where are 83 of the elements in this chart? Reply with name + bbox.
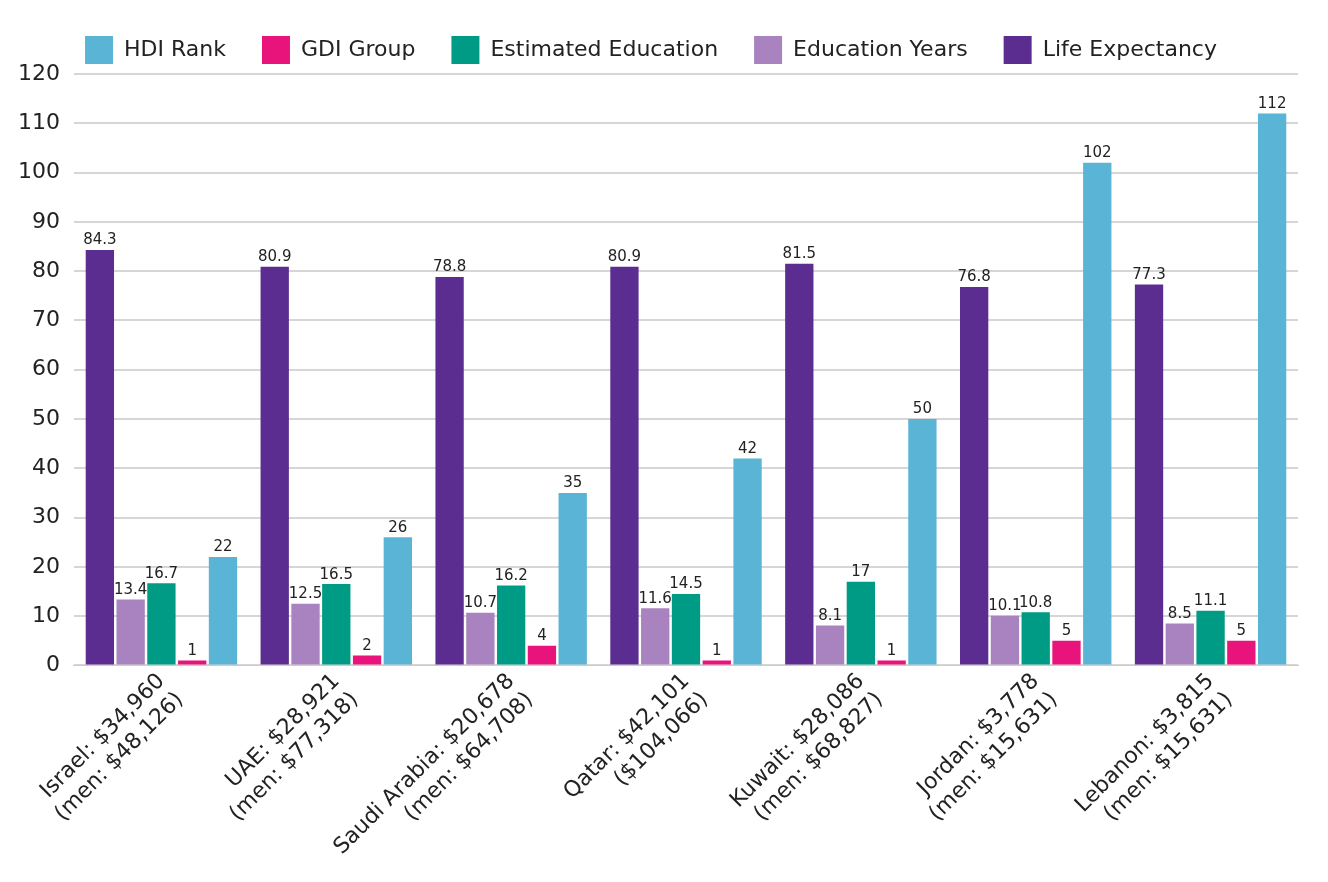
y-tick-label: 40 — [31, 454, 60, 480]
data-label: 16.5 — [319, 564, 353, 583]
bar — [435, 277, 464, 665]
data-label: 102 — [1082, 143, 1112, 162]
bar — [960, 286, 989, 665]
legend-label: HDI Rank — [124, 35, 227, 61]
bar — [641, 608, 670, 665]
data-label: 5 — [1061, 621, 1072, 640]
y-tick-label: 30 — [31, 503, 60, 529]
data-label: 11.1 — [1193, 591, 1228, 610]
data-label: 1 — [712, 640, 722, 659]
y-tick-label: 110 — [17, 109, 60, 135]
y-tick-label: 50 — [31, 404, 60, 430]
y-tick-label: 100 — [17, 158, 60, 184]
bar — [990, 615, 1020, 665]
data-label: 84.3 — [83, 230, 117, 249]
data-label: 13.4 — [113, 579, 148, 598]
y-tick-label: 20 — [31, 552, 60, 578]
bar — [610, 266, 639, 665]
bar — [1052, 640, 1081, 665]
data-label: 5 — [1236, 621, 1247, 640]
bar — [1021, 612, 1050, 665]
data-label: 1 — [187, 640, 197, 659]
bar — [1227, 640, 1256, 665]
bar — [527, 645, 557, 665]
y-tick-label: 10 — [31, 601, 60, 627]
data-label: 8.5 — [1167, 603, 1192, 622]
data-label: 35 — [563, 473, 583, 492]
data-label: 11.6 — [638, 588, 672, 607]
data-label: 17 — [851, 562, 871, 581]
bar — [846, 581, 876, 665]
data-label: 16.7 — [144, 563, 179, 582]
data-label: 78.8 — [432, 257, 467, 276]
data-label: 8.1 — [818, 605, 843, 624]
bar — [260, 266, 289, 665]
bar — [291, 603, 320, 665]
y-tick-label: 120 — [17, 59, 60, 85]
data-label: 26 — [388, 517, 408, 536]
data-label: 81.5 — [782, 244, 817, 263]
data-label: 10.7 — [463, 593, 498, 612]
data-label: 12.5 — [288, 584, 323, 603]
data-label: 2 — [362, 635, 372, 654]
y-tick-label: 80 — [31, 256, 60, 282]
bar — [147, 583, 176, 665]
legend-label: Estimated Education — [490, 35, 719, 61]
data-label: 80.9 — [258, 247, 292, 266]
data-label: 76.8 — [957, 267, 991, 286]
bar — [815, 625, 845, 665]
bar — [1134, 284, 1164, 665]
y-tick-label: 90 — [31, 207, 60, 233]
bar — [85, 249, 115, 665]
legend-label: Education Years — [793, 35, 968, 61]
legend-label: GDI Group — [300, 35, 416, 61]
data-label: 4 — [537, 626, 547, 645]
data-label: 80.9 — [607, 247, 642, 266]
data-label: 112 — [1257, 93, 1287, 112]
data-label: 1 — [886, 640, 897, 659]
data-label: 42 — [738, 438, 758, 457]
bar — [908, 419, 937, 665]
bar — [1083, 162, 1112, 665]
bar — [1165, 623, 1194, 665]
bar — [116, 599, 145, 665]
bar — [785, 263, 814, 665]
bar — [466, 612, 495, 665]
data-label: 10.8 — [1019, 592, 1053, 611]
bar — [208, 557, 238, 665]
y-tick-label: 60 — [31, 355, 60, 381]
bar — [733, 458, 762, 665]
data-label: 77.3 — [1132, 264, 1166, 283]
data-label: 14.5 — [669, 574, 703, 593]
data-label: 50 — [912, 399, 932, 418]
legend-label: Life Expectancy — [1042, 35, 1217, 61]
bar — [383, 537, 412, 665]
bar — [496, 585, 526, 665]
bar — [1257, 113, 1287, 665]
data-label: 16.2 — [494, 565, 528, 584]
bar — [322, 584, 351, 665]
bar — [671, 593, 701, 665]
bar — [1196, 610, 1225, 665]
y-tick-label: 70 — [31, 306, 60, 332]
y-tick-label: 0 — [45, 651, 60, 677]
data-label: 22 — [213, 537, 233, 556]
bar — [558, 492, 587, 665]
